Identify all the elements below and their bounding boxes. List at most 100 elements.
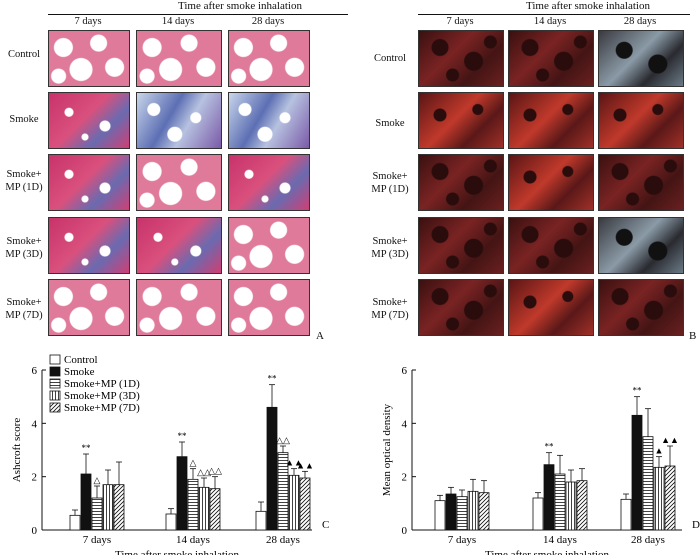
micrograph-tile (508, 217, 594, 274)
micrograph-tile (598, 92, 684, 149)
x-tick-label: 7 days (83, 534, 111, 546)
y-tick-label: 2 (32, 472, 38, 484)
bar (255, 510, 267, 531)
micrograph-tile (136, 30, 222, 87)
x-axis-label: Time after smoke inhalation (115, 549, 239, 555)
significance-mark: ▲▲ (661, 435, 679, 445)
legend-label: Smoke (64, 366, 95, 378)
legend-swatch (49, 390, 61, 401)
bar (288, 474, 300, 531)
micrograph-tile (228, 279, 310, 336)
micrograph-tile (136, 279, 222, 336)
micrograph-tile (228, 30, 310, 87)
legend-swatch (49, 354, 61, 365)
x-tick-label: 28 days (631, 534, 665, 546)
significance-mark: △ (94, 475, 101, 485)
y-tick-label: 4 (32, 418, 38, 430)
micrograph-tile (418, 217, 504, 274)
panel-b-row-mp7d: Smoke+ MP (7D) (371, 297, 409, 321)
micrograph-tile (136, 154, 222, 211)
bar (80, 473, 92, 531)
micrograph-tile (228, 154, 310, 211)
panel-a-header-rule (48, 14, 348, 15)
bar (642, 436, 654, 531)
micrograph-tile (228, 92, 310, 149)
bar (478, 492, 490, 531)
panel-a-row-mp7d: Smoke+ MP (7D) (5, 297, 43, 321)
chart-optical-density: 0 2 4 6 Mean optical density Time after smoke… (381, 365, 700, 555)
bar (664, 465, 676, 531)
micrograph-tile (508, 279, 594, 336)
x-tick-label: 7 days (448, 534, 476, 546)
bar (532, 497, 544, 531)
bar (445, 493, 457, 531)
panel-a-row-control: Control (7, 49, 41, 60)
panel-a-header: Time after smoke inhalation (178, 0, 302, 12)
x-axis-label: Time after smoke inhalation (485, 549, 609, 555)
micrograph-tile (136, 92, 222, 149)
significance-mark: △△ (276, 435, 290, 445)
bar (209, 488, 221, 531)
bar (176, 456, 188, 531)
significance-mark: ** (633, 386, 643, 396)
y-tick-label: 0 (402, 525, 408, 537)
micrograph-tile (598, 217, 684, 274)
panel-b-row-smoke: Smoke (375, 118, 405, 129)
bar (299, 477, 311, 531)
legend-swatch (49, 402, 61, 413)
panel-b-header: Time after smoke inhalation (526, 0, 650, 12)
micrograph-tile (418, 92, 504, 149)
legend-label: Control (64, 354, 98, 366)
bar (434, 500, 446, 531)
bar (565, 481, 577, 531)
micrograph-tile (598, 279, 684, 336)
significance-mark: △△ (197, 467, 211, 477)
bar (69, 514, 81, 531)
y-tick-label: 6 (32, 365, 38, 377)
bar (653, 466, 665, 531)
y-tick-label: 6 (402, 365, 408, 377)
panel-a-col-28d: 28 days (251, 16, 285, 27)
legend-label: Smoke+MP (7D) (64, 402, 140, 414)
micrograph-tile (598, 154, 684, 211)
panel-b-col-14d: 14 days (533, 16, 567, 27)
legend-label: Smoke+MP (3D) (64, 390, 140, 402)
micrograph-tile (508, 30, 594, 87)
significance-mark: ** (178, 431, 188, 441)
legend-swatch (49, 378, 61, 389)
micrograph-tile (508, 92, 594, 149)
significance-mark: ** (545, 442, 555, 452)
panel-letter: D (692, 519, 700, 531)
significance-mark: △ (190, 458, 197, 468)
bar (91, 497, 103, 531)
micrograph-tile (228, 217, 310, 274)
panel-a-col-7d: 7 days (74, 16, 102, 27)
micrograph-tile (418, 279, 504, 336)
bar (554, 473, 566, 531)
significance-mark: ▲▲ (285, 458, 303, 468)
panel-b-row-mp3d: Smoke+ MP (3D) (371, 236, 409, 260)
micrograph-tile (418, 30, 504, 87)
panel-b-col-7d: 7 days (446, 16, 474, 27)
bar (620, 498, 632, 531)
bar (467, 490, 479, 531)
panel-b-letter: B (689, 330, 697, 342)
x-tick-label: 14 days (176, 534, 210, 546)
bar (456, 496, 468, 531)
micrograph-tile (48, 279, 130, 336)
panel-a-row-smoke: Smoke (9, 114, 39, 125)
y-tick-label: 4 (402, 418, 408, 430)
x-tick-label: 14 days (543, 534, 577, 546)
micrograph-tile (598, 30, 684, 87)
y-axis-label: Mean optical density (381, 403, 393, 496)
micrograph-tile (48, 217, 130, 274)
bar (165, 513, 177, 531)
bar (576, 480, 588, 531)
chart-ashcroft: 0 2 4 6 Ashcroft score Time after smoke inhal… (11, 354, 329, 555)
bar (187, 478, 199, 531)
panel-a-letter: A (316, 330, 324, 342)
panel-a-col-14d: 14 days (161, 16, 195, 27)
micrograph-tile (508, 154, 594, 211)
micrograph-tile (418, 154, 504, 211)
panel-b-row-control: Control (373, 53, 407, 64)
